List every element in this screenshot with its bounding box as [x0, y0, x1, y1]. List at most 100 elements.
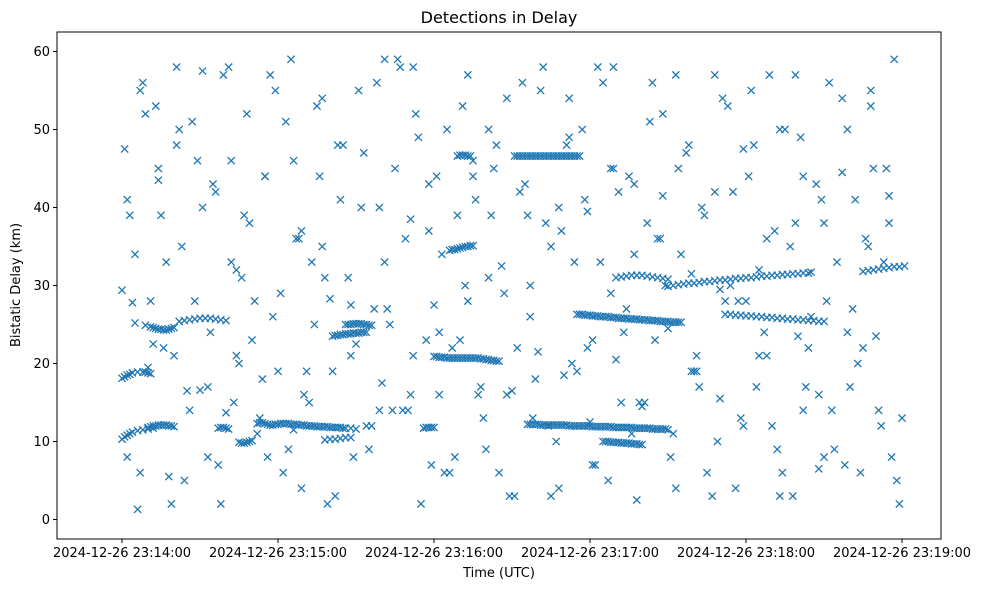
data-point	[572, 151, 582, 161]
data-point	[507, 386, 517, 395]
data-point	[897, 414, 907, 423]
data-point	[401, 234, 410, 243]
data-point	[895, 499, 904, 508]
data-point	[450, 245, 459, 254]
data-point	[432, 172, 441, 181]
data-point	[840, 460, 849, 469]
data-point	[123, 195, 132, 204]
data-point	[791, 219, 800, 228]
data-point	[177, 242, 186, 251]
data-point	[830, 445, 839, 454]
data-point	[848, 304, 857, 313]
data-point	[458, 102, 467, 111]
data-point	[245, 437, 254, 446]
data-point	[344, 273, 353, 282]
data-point	[297, 484, 306, 493]
data-point	[242, 109, 251, 118]
data-point	[154, 164, 163, 173]
data-point	[424, 226, 433, 235]
data-point	[167, 499, 176, 508]
data-point	[806, 268, 816, 277]
data-point	[656, 234, 665, 243]
data-point	[375, 406, 384, 415]
data-point	[565, 133, 574, 142]
data-point	[409, 63, 418, 72]
data-point	[336, 195, 345, 204]
data-point	[871, 332, 881, 341]
data-point	[143, 423, 153, 432]
data-point	[630, 180, 639, 189]
data-point	[687, 269, 696, 278]
data-point	[224, 424, 233, 434]
data-point	[221, 424, 231, 433]
data-point	[884, 219, 894, 228]
marker-layer	[117, 55, 909, 514]
data-point	[546, 242, 556, 251]
data-point	[596, 258, 605, 267]
data-point	[169, 323, 179, 332]
data-point	[502, 94, 511, 103]
data-point	[598, 78, 608, 87]
data-point	[884, 191, 894, 200]
data-point	[578, 125, 587, 134]
data-point	[819, 453, 829, 462]
data-point	[138, 78, 147, 87]
data-point	[258, 375, 267, 384]
data-point	[866, 86, 875, 95]
data-point	[211, 187, 220, 196]
data-point	[167, 421, 176, 430]
data-point	[318, 94, 327, 103]
data-point	[622, 304, 631, 313]
data-point	[279, 468, 288, 477]
data-point	[804, 268, 813, 278]
data-point	[856, 468, 865, 477]
data-point	[383, 304, 392, 313]
data-point	[245, 219, 254, 228]
data-point	[767, 421, 777, 430]
data-point	[676, 318, 686, 327]
data-point	[141, 109, 150, 118]
data-point	[297, 226, 306, 235]
y-axis-label: Bistatic Delay (km)	[9, 223, 24, 347]
data-point	[749, 141, 758, 150]
data-point	[843, 328, 852, 337]
data-point	[793, 332, 803, 341]
data-point	[364, 445, 374, 454]
data-point	[193, 156, 202, 165]
data-point	[479, 414, 488, 423]
data-point	[643, 219, 652, 228]
data-point	[663, 324, 673, 333]
data-point	[164, 325, 173, 334]
data-point	[409, 351, 418, 360]
data-point	[445, 468, 454, 477]
data-point	[437, 250, 446, 259]
data-point	[812, 180, 821, 189]
data-point	[232, 265, 241, 274]
data-point	[663, 425, 673, 434]
data-point	[614, 187, 623, 196]
data-point	[427, 460, 436, 469]
data-point	[258, 418, 267, 427]
data-point	[198, 66, 207, 76]
data-point	[380, 258, 389, 267]
data-point	[674, 164, 683, 173]
data-point	[492, 357, 501, 366]
data-point	[866, 102, 875, 111]
data-point	[370, 304, 379, 313]
data-point	[864, 242, 873, 251]
data-point	[734, 297, 743, 306]
data-point	[359, 148, 368, 157]
data-point	[117, 286, 127, 295]
data-point	[726, 281, 735, 290]
data-point	[164, 472, 173, 481]
data-point	[804, 343, 813, 352]
data-point	[359, 328, 368, 337]
data-point	[468, 172, 478, 181]
data-point	[838, 168, 847, 177]
data-point	[351, 339, 361, 349]
data-point	[723, 102, 732, 111]
data-point	[544, 421, 553, 430]
y-tick-label: 20	[33, 357, 50, 372]
data-point	[396, 63, 405, 72]
